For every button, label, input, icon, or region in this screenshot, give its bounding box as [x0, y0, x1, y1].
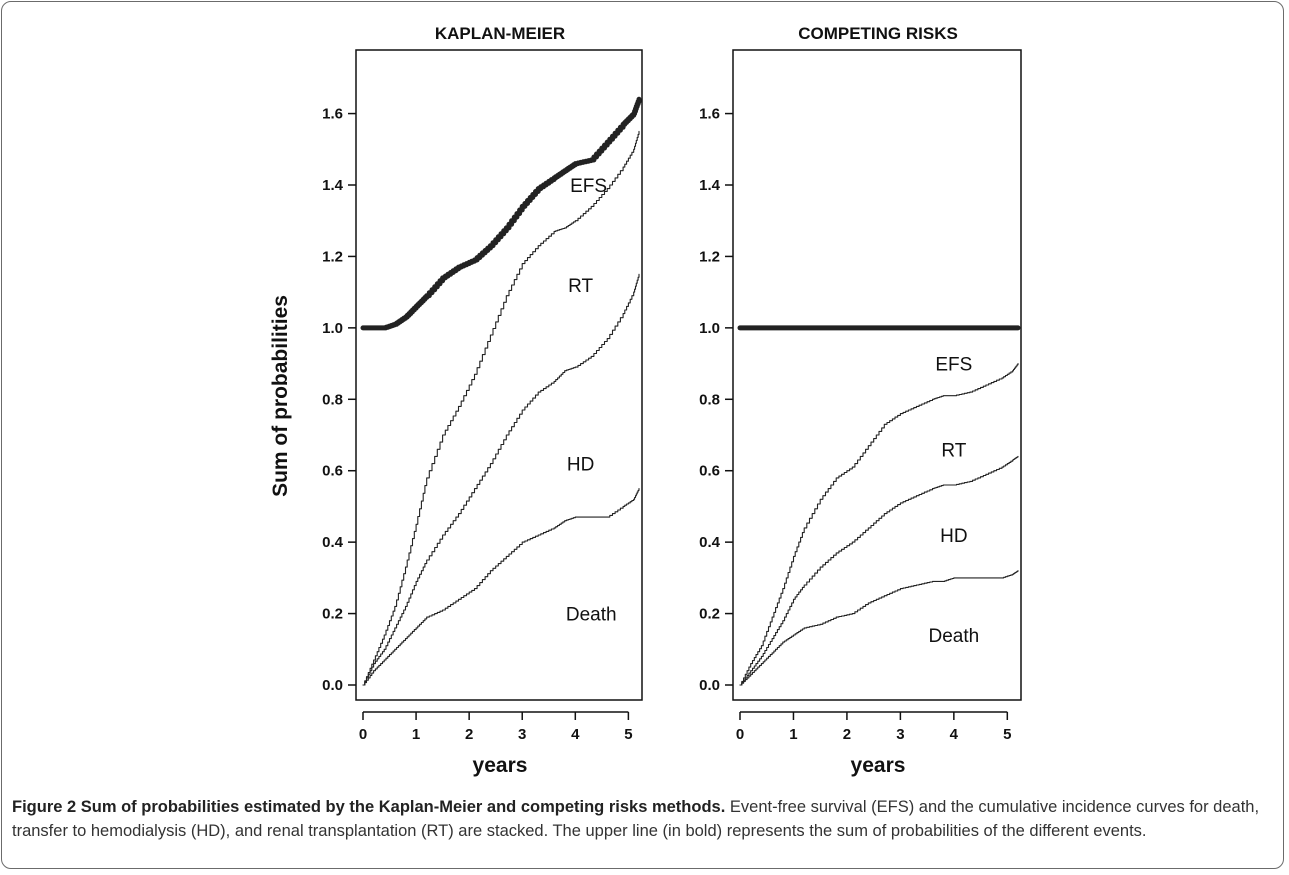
kaplan-meier-series-death	[362, 488, 640, 686]
competing-risks-y-tick-label: 0.0	[699, 677, 720, 694]
kaplan-meier-series-hd	[362, 273, 640, 686]
competing-risks-x-tick-label: 3	[896, 726, 904, 743]
kaplan-meier-y-tick-label: 1.0	[322, 320, 343, 337]
figure-caption: Figure 2 Sum of probabilities estimated …	[12, 795, 1274, 843]
competing-risks-y-tick-label: 1.6	[699, 106, 720, 123]
kaplan-meier-y-tick-label: 1.4	[322, 177, 344, 194]
kaplan-meier-region-label: HD	[567, 455, 594, 476]
kaplan-meier-y-tick-label: 0.4	[322, 534, 344, 551]
competing-risks-y-tick-label: 0.4	[699, 534, 721, 551]
competing-risks-region-label: RT	[941, 440, 966, 461]
kaplan-meier-y-axis-title: Sum of probabilities	[269, 295, 292, 497]
kaplan-meier-x-tick-label: 5	[624, 726, 632, 743]
kaplan-meier-series-sum	[360, 96, 642, 331]
kaplan-meier-region-label: Death	[566, 605, 617, 626]
caption-body: Event-free survival (EFS) and the cumula…	[12, 798, 1260, 840]
kaplan-meier-y-tick-label: 0.8	[322, 391, 343, 408]
competing-risks-y-tick-label: 1.0	[699, 320, 720, 337]
competing-risks-title: COMPETING RISKS	[798, 24, 958, 43]
competing-risks-x-axis-title: years	[851, 754, 906, 777]
competing-risks-panel: COMPETING RISKS years 0.0 0.2 0.4 0.6 0.8 1.0…	[699, 24, 1022, 777]
competing-risks-series-death	[739, 570, 1019, 686]
kaplan-meier-region-label: EFS	[570, 176, 607, 197]
competing-risks-plot-frame	[732, 49, 1022, 701]
kaplan-meier-x-tick-label: 1	[412, 726, 420, 743]
competing-risks-y-tick-label: 0.2	[699, 606, 720, 623]
kaplan-meier-x-tick-label: 0	[359, 726, 367, 743]
competing-risks-x-tick-label: 2	[843, 726, 851, 743]
competing-risks-series-rt	[739, 363, 1019, 686]
kaplan-meier-x-axis-title: years	[473, 754, 528, 777]
kaplan-meier-region-label: RT	[568, 276, 593, 297]
competing-risks-x-tick-label: 4	[950, 726, 959, 743]
competing-risks-y-tick-label: 1.4	[699, 177, 721, 194]
competing-risks-y-tick-label: 0.6	[699, 463, 720, 480]
kaplan-meier-x-tick-label: 2	[465, 726, 473, 743]
kaplan-meier-series-rt	[362, 130, 640, 686]
kaplan-meier-title: KAPLAN-MEIER	[435, 24, 565, 43]
kaplan-meier-x-tick-label: 3	[518, 726, 526, 743]
competing-risks-y-tick-label: 0.8	[699, 391, 720, 408]
kaplan-meier-y-tick-label: 1.6	[322, 106, 343, 123]
competing-risks-x-tick-label: 5	[1003, 726, 1011, 743]
competing-risks-x-tick-label: 0	[736, 726, 744, 743]
competing-risks-region-label: HD	[940, 526, 967, 547]
kaplan-meier-y-tick-label: 0.0	[322, 677, 343, 694]
caption-title: Figure 2 Sum of probabilities estimated …	[12, 798, 726, 816]
competing-risks-region-label: Death	[928, 626, 979, 647]
competing-risks-series-hd	[739, 455, 1019, 686]
kaplan-meier-plot-frame	[355, 49, 643, 701]
competing-risks-region-label: EFS	[935, 355, 972, 376]
kaplan-meier-y-tick-label: 0.2	[322, 606, 343, 623]
kaplan-meier-x-tick-label: 4	[571, 726, 580, 743]
kaplan-meier-y-tick-label: 0.6	[322, 463, 343, 480]
competing-risks-y-tick-label: 1.2	[699, 248, 720, 265]
competing-risks-x-tick-label: 1	[789, 726, 797, 743]
kaplan-meier-panel: KAPLAN-MEIER years Sum of probabilities …	[269, 24, 643, 777]
kaplan-meier-y-tick-label: 1.2	[322, 248, 343, 265]
